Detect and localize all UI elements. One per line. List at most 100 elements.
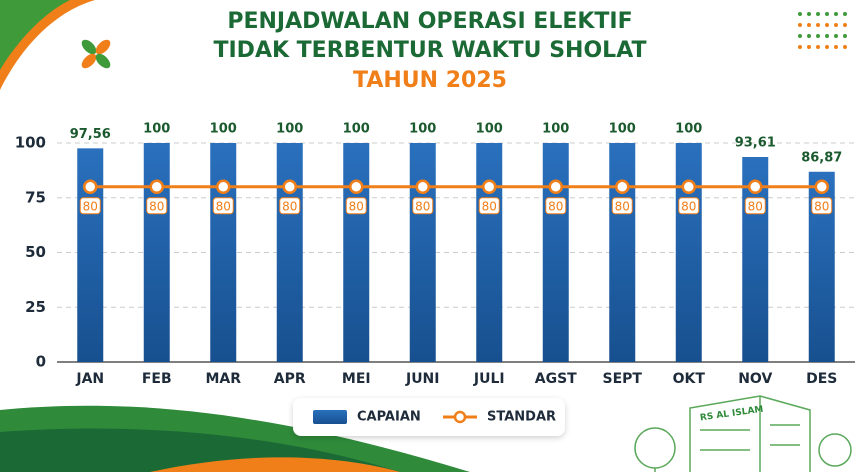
- chart-title: TIDAK TERBENTUR WAKTU SHOLAT: [213, 38, 646, 63]
- line-marker: [748, 179, 763, 195]
- y-tick-label: 25: [25, 298, 46, 316]
- line-marker: [216, 179, 231, 195]
- building-label: RS AL ISLAM: [699, 405, 764, 424]
- legend-label: CAPAIAN: [357, 410, 421, 425]
- decor-dot: [798, 34, 802, 38]
- decor-dot: [834, 34, 838, 38]
- decor-dot: [834, 45, 838, 49]
- decor-dot: [807, 12, 811, 16]
- value-label-bg: [146, 197, 168, 215]
- value-label: 100: [276, 122, 303, 137]
- value-label-bg: [279, 197, 301, 215]
- value-label-bg: [611, 197, 633, 215]
- value-label: 100: [409, 122, 436, 137]
- value-label: 80: [548, 199, 563, 213]
- value-label: 80: [349, 199, 364, 213]
- value-label: 80: [83, 199, 98, 213]
- value-label: 97,56: [70, 127, 111, 142]
- value-label: 80: [681, 199, 696, 213]
- bar: [276, 143, 303, 362]
- value-label: 80: [216, 199, 231, 213]
- x-tick-label: JUNI: [405, 371, 440, 387]
- line-marker: [482, 179, 497, 195]
- bar: [675, 143, 702, 362]
- bar: [409, 143, 436, 362]
- value-label-bg: [744, 197, 766, 215]
- decor-dot: [843, 45, 847, 49]
- x-tick-label: SEPT: [603, 371, 643, 387]
- decor-dot: [816, 23, 820, 27]
- chart-title: PENJADWALAN OPERASI ELEKTIF: [227, 9, 632, 34]
- decor-dot: [807, 23, 811, 27]
- value-label-bg: [678, 197, 700, 215]
- value-label-bg: [412, 197, 434, 215]
- value-label-bg: [478, 197, 500, 215]
- line-marker: [681, 179, 696, 195]
- value-label: 100: [476, 122, 503, 137]
- decor-dot: [825, 12, 829, 16]
- decor-dot: [807, 45, 811, 49]
- decor-dot: [834, 23, 838, 27]
- value-label: 80: [282, 199, 297, 213]
- decor-dot: [843, 23, 847, 27]
- value-label: 93,61: [735, 135, 776, 150]
- value-label: 80: [415, 199, 430, 213]
- bar: [143, 143, 170, 362]
- line-marker: [149, 179, 164, 195]
- y-tick-label: 50: [25, 243, 46, 261]
- value-label: 80: [748, 199, 763, 213]
- line-marker: [83, 179, 98, 195]
- value-label: 86,87: [801, 150, 842, 165]
- x-tick-label: MAR: [205, 371, 241, 387]
- decor-dot: [798, 12, 802, 16]
- line-marker: [615, 179, 630, 195]
- decor-dot: [798, 45, 802, 49]
- value-label: 80: [615, 199, 630, 213]
- x-tick-label: JULI: [473, 371, 505, 387]
- bar: [609, 143, 636, 362]
- decor-dot: [798, 23, 802, 27]
- value-label-bg: [212, 197, 234, 215]
- chart-subtitle: TAHUN 2025: [353, 68, 507, 93]
- x-tick-label: NOV: [738, 371, 772, 387]
- decor-dot: [816, 12, 820, 16]
- decor-dot: [843, 34, 847, 38]
- line-marker: [349, 179, 364, 195]
- value-label: 100: [343, 122, 370, 137]
- decor-dot: [825, 34, 829, 38]
- legend-swatch: [313, 410, 347, 424]
- legend-label: STANDAR: [487, 410, 556, 425]
- bar: [210, 143, 237, 362]
- decor-dot: [816, 34, 820, 38]
- value-label: 100: [542, 122, 569, 137]
- value-label: 100: [210, 122, 237, 137]
- value-label-bg: [545, 197, 567, 215]
- x-tick-label: OKT: [673, 371, 706, 387]
- legend-box: [293, 398, 565, 436]
- bar: [343, 143, 370, 362]
- x-tick-label: DES: [806, 371, 837, 387]
- x-tick-label: AGST: [535, 371, 577, 387]
- x-tick-label: FEB: [142, 371, 172, 387]
- value-label: 80: [482, 199, 497, 213]
- y-tick-label: 0: [36, 353, 46, 371]
- value-label-bg: [811, 197, 833, 215]
- value-label: 80: [149, 199, 164, 213]
- decor-dot: [834, 12, 838, 16]
- line-marker: [548, 179, 563, 195]
- bar: [476, 143, 503, 362]
- value-label-bg: [345, 197, 367, 215]
- decor-dot: [825, 45, 829, 49]
- decor-dot: [816, 45, 820, 49]
- x-tick-label: MEI: [342, 371, 371, 387]
- x-tick-label: APR: [274, 371, 306, 387]
- value-label: 80: [814, 199, 829, 213]
- y-tick-label: 100: [15, 134, 46, 152]
- decor-dot: [807, 34, 811, 38]
- value-label: 100: [143, 122, 170, 137]
- decor-dot: [825, 23, 829, 27]
- bar: [542, 143, 569, 362]
- line-marker: [814, 179, 829, 195]
- decor-dot: [843, 12, 847, 16]
